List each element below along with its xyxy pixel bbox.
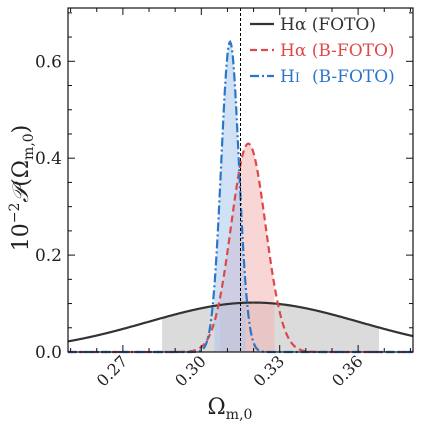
y-axis-label: 10−2𝒫(Ωm,0) xyxy=(7,125,37,252)
x-axis-label: Ωm,0 xyxy=(208,395,253,423)
x-tick-label: 0.33 xyxy=(250,352,289,391)
y-tick-label: 0.0 xyxy=(35,343,62,363)
band-fill-series-2 xyxy=(214,41,246,353)
legend-label-rest: (B-FOTO) xyxy=(312,67,395,87)
y-tick-label: 0.4 xyxy=(35,149,62,169)
curve-series-0 xyxy=(67,301,414,343)
x-tick-label: 0.30 xyxy=(171,352,210,391)
y-tick-label: 0.6 xyxy=(35,52,62,72)
legend: Hα (FOTO) Hα (B-FOTO) HI (B-FOTO) xyxy=(250,15,395,87)
legend-label-name: Hα (FOTO) xyxy=(280,15,376,35)
legend-label-1: Hα (B-FOTO) xyxy=(280,41,395,61)
x-tick-label: 0.27 xyxy=(93,352,132,391)
y-tick-label: 0.2 xyxy=(35,246,62,266)
legend-label-2: HI (B-FOTO) xyxy=(280,67,395,87)
legend-label-name: Hα (B-FOTO) xyxy=(280,41,395,61)
x-tick-label: 0.36 xyxy=(328,352,367,391)
legend-label-suffix: I xyxy=(295,71,300,86)
plot-frame xyxy=(67,7,414,353)
legend-label-name: H xyxy=(280,67,295,87)
confidence-band-fills xyxy=(162,41,380,353)
legend-label-0: Hα (FOTO) xyxy=(280,15,376,35)
